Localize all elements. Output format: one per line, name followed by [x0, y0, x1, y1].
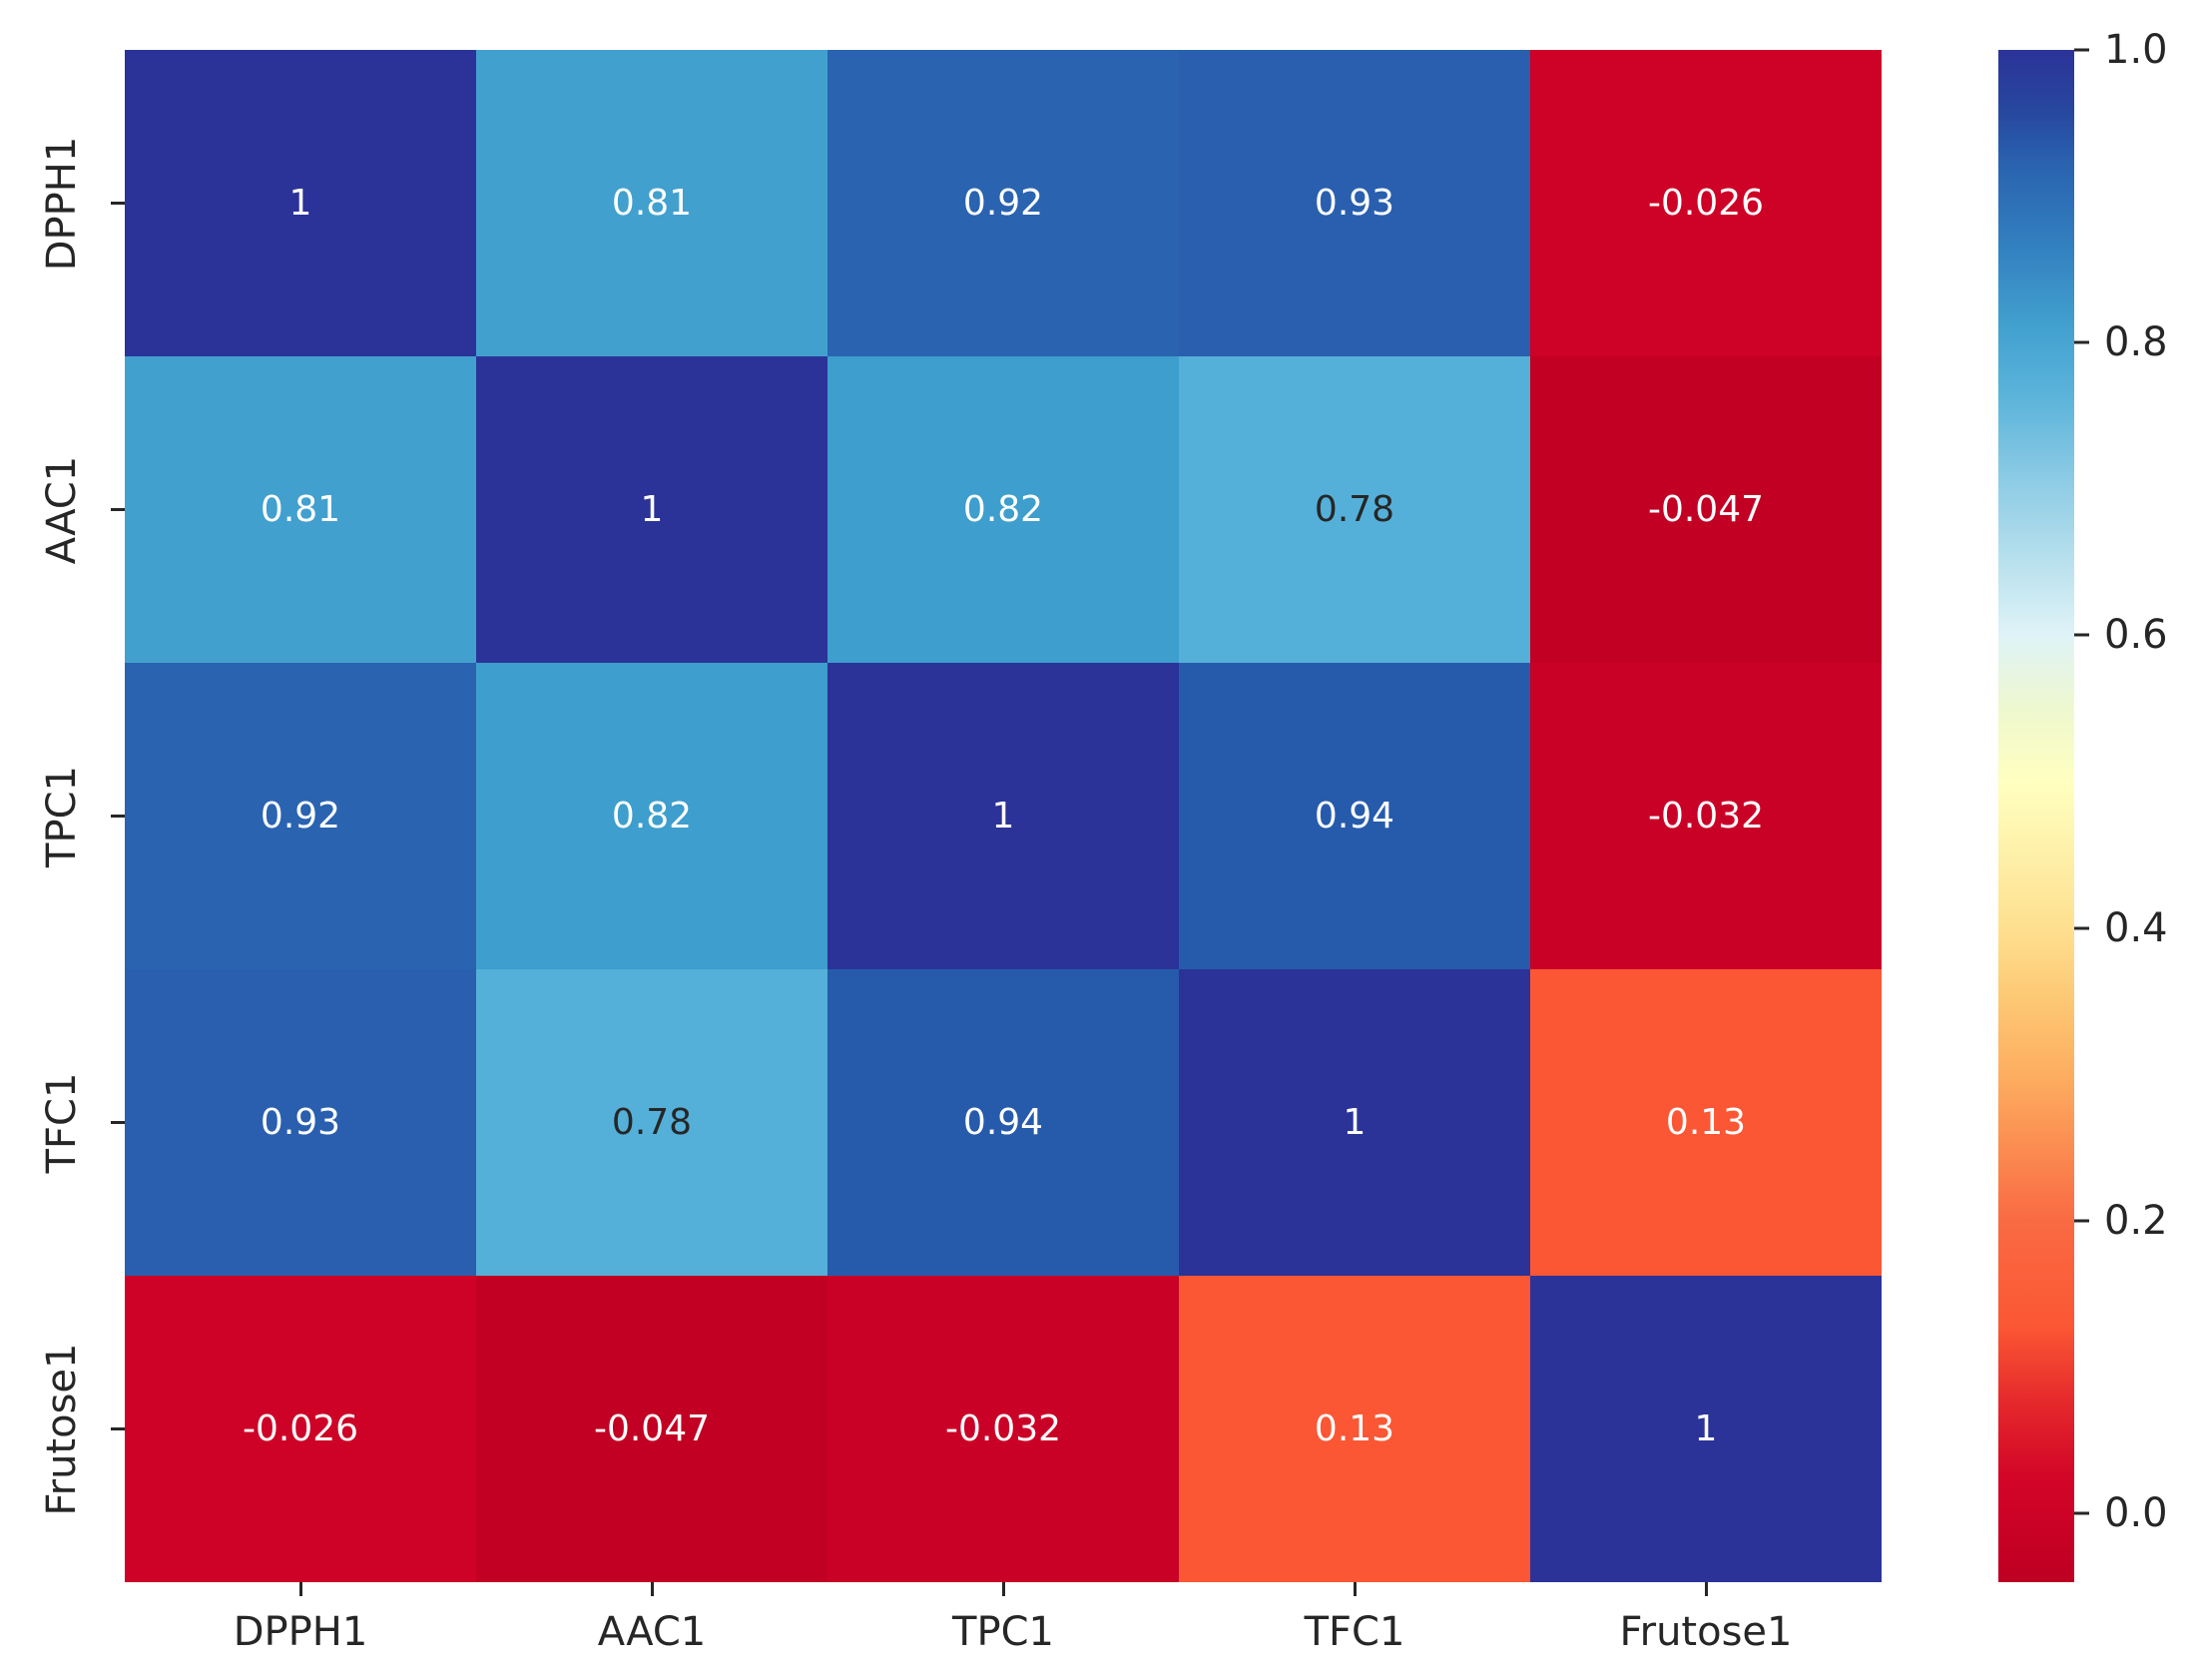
heatmap-cell-Frutose1-AAC1: -0.047 [476, 1276, 827, 1582]
cell-value: 0.13 [1314, 1408, 1395, 1449]
cell-value: 1 [288, 183, 312, 224]
cell-value: 0.92 [260, 796, 341, 837]
cell-value: -0.047 [593, 1408, 711, 1449]
cell-value: 0.81 [260, 489, 341, 530]
heatmap-cell-DPPH1-Frutose1: -0.026 [1530, 50, 1882, 356]
x-axis-label-AAC1: AAC1 [597, 1609, 707, 1655]
cell-value: -0.047 [1647, 489, 1765, 530]
y-tick-mark [111, 1427, 125, 1430]
heatmap-cell-DPPH1-TFC1: 0.93 [1179, 50, 1530, 356]
heatmap-cell-TFC1-TFC1: 1 [1179, 969, 1530, 1276]
colorbar-tick-mark [2074, 1511, 2089, 1515]
heatmap-cell-AAC1-Frutose1: -0.047 [1530, 356, 1882, 663]
cell-value: 0.94 [962, 1102, 1044, 1143]
cell-value: 0.82 [962, 489, 1044, 530]
cell-value: 0.78 [1314, 489, 1395, 530]
cell-value: 0.81 [611, 183, 693, 224]
cell-value: -0.032 [1647, 796, 1765, 837]
heatmap-cell-TPC1-TPC1: 1 [827, 663, 1179, 969]
y-axis-label-Frutose1: Frutose1 [39, 1343, 85, 1515]
x-tick-mark [1001, 1582, 1005, 1596]
colorbar [1998, 50, 2074, 1582]
cell-value: 0.93 [1314, 183, 1395, 224]
x-axis-label-TPC1: TPC1 [952, 1609, 1054, 1655]
x-axis-label-Frutose1: Frutose1 [1619, 1609, 1793, 1655]
x-axis-label-DPPH1: DPPH1 [233, 1609, 368, 1655]
cell-value: 0.94 [1314, 796, 1395, 837]
x-tick-mark [1704, 1582, 1708, 1596]
cell-value: -0.032 [944, 1408, 1062, 1449]
heatmap-cell-AAC1-DPPH1: 0.81 [125, 356, 476, 663]
colorbar-tick-mark [2074, 340, 2089, 344]
heatmap-cell-Frutose1-TFC1: 0.13 [1179, 1276, 1530, 1582]
cell-value: 0.13 [1665, 1102, 1747, 1143]
heatmap-cell-DPPH1-AAC1: 0.81 [476, 50, 827, 356]
heatmap-cell-AAC1-TFC1: 0.78 [1179, 356, 1530, 663]
colorbar-tick-label-0.0: 0.0 [2104, 1490, 2168, 1537]
heatmap-cell-DPPH1-DPPH1: 1 [125, 50, 476, 356]
heatmap-cell-TPC1-DPPH1: 0.92 [125, 663, 476, 969]
x-tick-mark [650, 1582, 654, 1596]
heatmap-cell-TFC1-AAC1: 0.78 [476, 969, 827, 1276]
y-tick-mark [111, 1121, 125, 1124]
heatmap-cell-AAC1-AAC1: 1 [476, 356, 827, 663]
x-tick-mark [298, 1582, 302, 1596]
x-tick-mark [1353, 1582, 1357, 1596]
y-axis-label-TPC1: TPC1 [39, 765, 85, 867]
heatmap-cell-TFC1-TPC1: 0.94 [827, 969, 1179, 1276]
heatmap-grid: 1 0.81 0.92 0.93 -0.026 0.81 1 0.82 0.78 -0.047 0.… [125, 50, 1882, 1582]
heatmap-cell-TPC1-AAC1: 0.82 [476, 663, 827, 969]
heatmap-cell-TPC1-Frutose1: -0.032 [1530, 663, 1882, 969]
colorbar-tick-mark [2074, 1219, 2089, 1223]
colorbar-tick-mark [2074, 633, 2089, 637]
colorbar-tick-label-0.4: 0.4 [2104, 904, 2168, 951]
cell-value: 0.82 [611, 796, 693, 837]
cell-value: 0.92 [962, 183, 1044, 224]
y-tick-mark [111, 815, 125, 818]
cell-value: 1 [991, 796, 1015, 837]
y-axis-label-AAC1: AAC1 [39, 455, 85, 564]
y-axis-label-TFC1: TFC1 [39, 1072, 85, 1173]
cell-value: 1 [640, 489, 664, 530]
colorbar-tick-mark [2074, 48, 2089, 52]
cell-value: 0.93 [260, 1102, 341, 1143]
heatmap-cell-TPC1-TFC1: 0.94 [1179, 663, 1530, 969]
heatmap-cell-AAC1-TPC1: 0.82 [827, 356, 1179, 663]
heatmap-cell-TFC1-Frutose1: 0.13 [1530, 969, 1882, 1276]
heatmap-cell-Frutose1-DPPH1: -0.026 [125, 1276, 476, 1582]
cell-value: 1 [1343, 1102, 1367, 1143]
y-axis-label-DPPH1: DPPH1 [39, 136, 85, 271]
heatmap-cell-TFC1-DPPH1: 0.93 [125, 969, 476, 1276]
heatmap-cell-Frutose1-TPC1: -0.032 [827, 1276, 1179, 1582]
cell-value: 0.78 [611, 1102, 693, 1143]
x-axis-label-TFC1: TFC1 [1304, 1609, 1405, 1655]
cell-value: -0.026 [1647, 183, 1765, 224]
colorbar-tick-label-1.0: 1.0 [2104, 27, 2168, 73]
heatmap-cell-DPPH1-TPC1: 0.92 [827, 50, 1179, 356]
colorbar-tick-mark [2074, 926, 2089, 930]
cell-value: 1 [1694, 1408, 1718, 1449]
y-tick-mark [111, 202, 125, 205]
colorbar-tick-label-0.8: 0.8 [2104, 319, 2168, 366]
heatmap-cell-Frutose1-Frutose1: 1 [1530, 1276, 1882, 1582]
cell-value: -0.026 [242, 1408, 359, 1449]
colorbar-tick-label-0.6: 0.6 [2104, 612, 2168, 659]
colorbar-tick-label-0.2: 0.2 [2104, 1197, 2168, 1244]
y-tick-mark [111, 508, 125, 511]
